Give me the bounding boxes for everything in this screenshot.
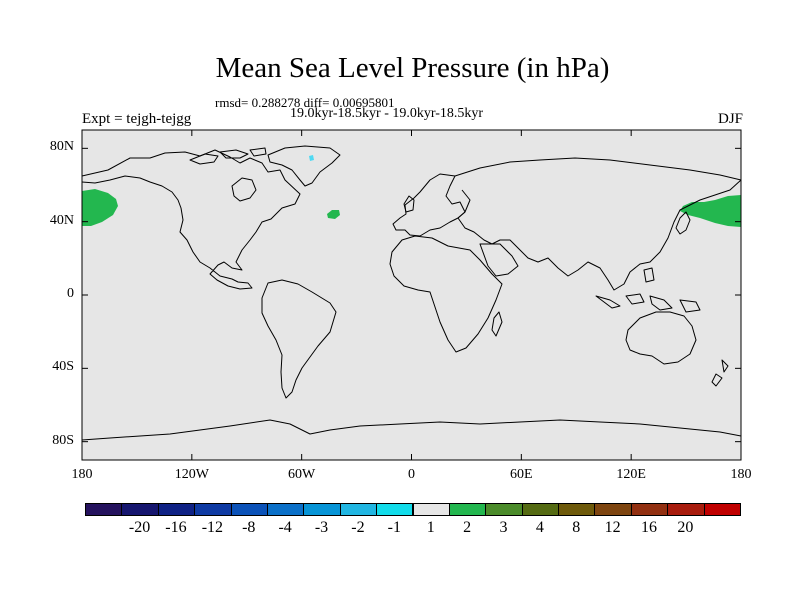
coastline-se-asia-islands: [595, 267, 701, 313]
colorbar-label: 2: [463, 519, 472, 536]
coastline-europe: [392, 173, 466, 237]
rmsd-diff-stats: rmsd= 0.288278 diff= 0.00695801: [215, 95, 395, 110]
coastline-arabia: [479, 243, 519, 277]
colorbar-label: -20: [128, 519, 151, 536]
colorbar-label: 16: [641, 519, 658, 536]
colorbar-label: 12: [604, 519, 621, 536]
coastline-australia: [625, 311, 697, 365]
colorbar-box: [339, 503, 378, 516]
season-label: DJF: [717, 111, 743, 127]
coastline-south-america: [261, 279, 337, 399]
time-period-label: 19.0kyr-18.5kyr - 19.0kyr-18.5kyr: [290, 106, 484, 121]
coastline-new-zealand: [711, 359, 729, 387]
coastline-africa: [389, 235, 503, 353]
colorbar-label: 8: [572, 519, 581, 536]
coastline-north-america: [81, 149, 301, 290]
colorbar-label: -4: [278, 519, 292, 536]
colorbar-box: [85, 503, 123, 516]
colorbar-label: 20: [677, 519, 694, 536]
coastline-uk: [403, 195, 415, 213]
colorbar-box: [412, 503, 450, 516]
anomaly-greenland-speck: [309, 155, 314, 161]
lat-label: 0: [67, 286, 74, 301]
coastline-arctic-islands: [189, 147, 267, 165]
lon-label: 180: [730, 467, 752, 482]
colorbar-box: [485, 503, 523, 516]
lon-label: 120E: [616, 467, 646, 482]
lon-label: 180: [71, 467, 93, 482]
experiment-label: Expt = tejgh-tejgg: [82, 111, 192, 127]
lat-label: 80S: [52, 432, 74, 448]
map-title: Mean Sea Level Pressure (in hPa): [215, 52, 610, 84]
anomaly-north-atlantic-patch: [327, 210, 340, 219]
coastline-antarctica: [81, 419, 742, 441]
colorbar-label: 4: [535, 519, 544, 536]
lat-label: 40S: [52, 359, 74, 375]
colorbar-label: -12: [201, 519, 224, 536]
colorbar-box: [558, 503, 596, 516]
colorbar-box: [266, 503, 305, 516]
colorbar-label: -3: [314, 519, 329, 536]
coastlines: [81, 145, 742, 441]
axis-ticks: [81, 130, 742, 460]
colorbar-box: [521, 503, 560, 516]
coastline-hudson-bay: [231, 177, 257, 202]
colorbar-box: [630, 503, 669, 516]
colorbar-box: [194, 503, 232, 516]
colorbar-box: [448, 503, 487, 516]
colorbar-label: -8: [242, 519, 256, 536]
anomaly-layer: [82, 155, 741, 227]
anomaly-north-pacific-west-edge: [82, 189, 118, 226]
colorbar-label: -16: [165, 519, 187, 536]
colorbar-box: [303, 503, 341, 516]
lon-label: 0: [408, 467, 415, 482]
colorbar-label: 3: [499, 519, 508, 536]
coastline-madagascar: [491, 311, 503, 337]
coastline-greenland: [267, 145, 341, 187]
lon-label: 60E: [510, 467, 533, 482]
colorbar-box: [594, 503, 632, 516]
colorbar-box: [121, 503, 159, 516]
colorbar-box: [703, 503, 741, 516]
colorbar-box: [230, 503, 268, 516]
colorbar-label: -2: [351, 519, 365, 536]
lon-label: 120W: [174, 467, 209, 482]
colorbar-label: 1: [426, 519, 435, 536]
coastline-japan: [675, 211, 691, 235]
lat-label: 80N: [49, 139, 74, 155]
anomaly-north-pacific-east-edge: [680, 195, 741, 227]
lat-label: 40N: [49, 212, 74, 228]
colorbar-box: [376, 503, 414, 516]
colorbar-box: [667, 503, 705, 516]
colorbar-label: -1: [387, 519, 401, 536]
map-background: [82, 130, 741, 460]
colorbar-box: [157, 503, 196, 516]
lon-label: 60W: [288, 467, 316, 482]
